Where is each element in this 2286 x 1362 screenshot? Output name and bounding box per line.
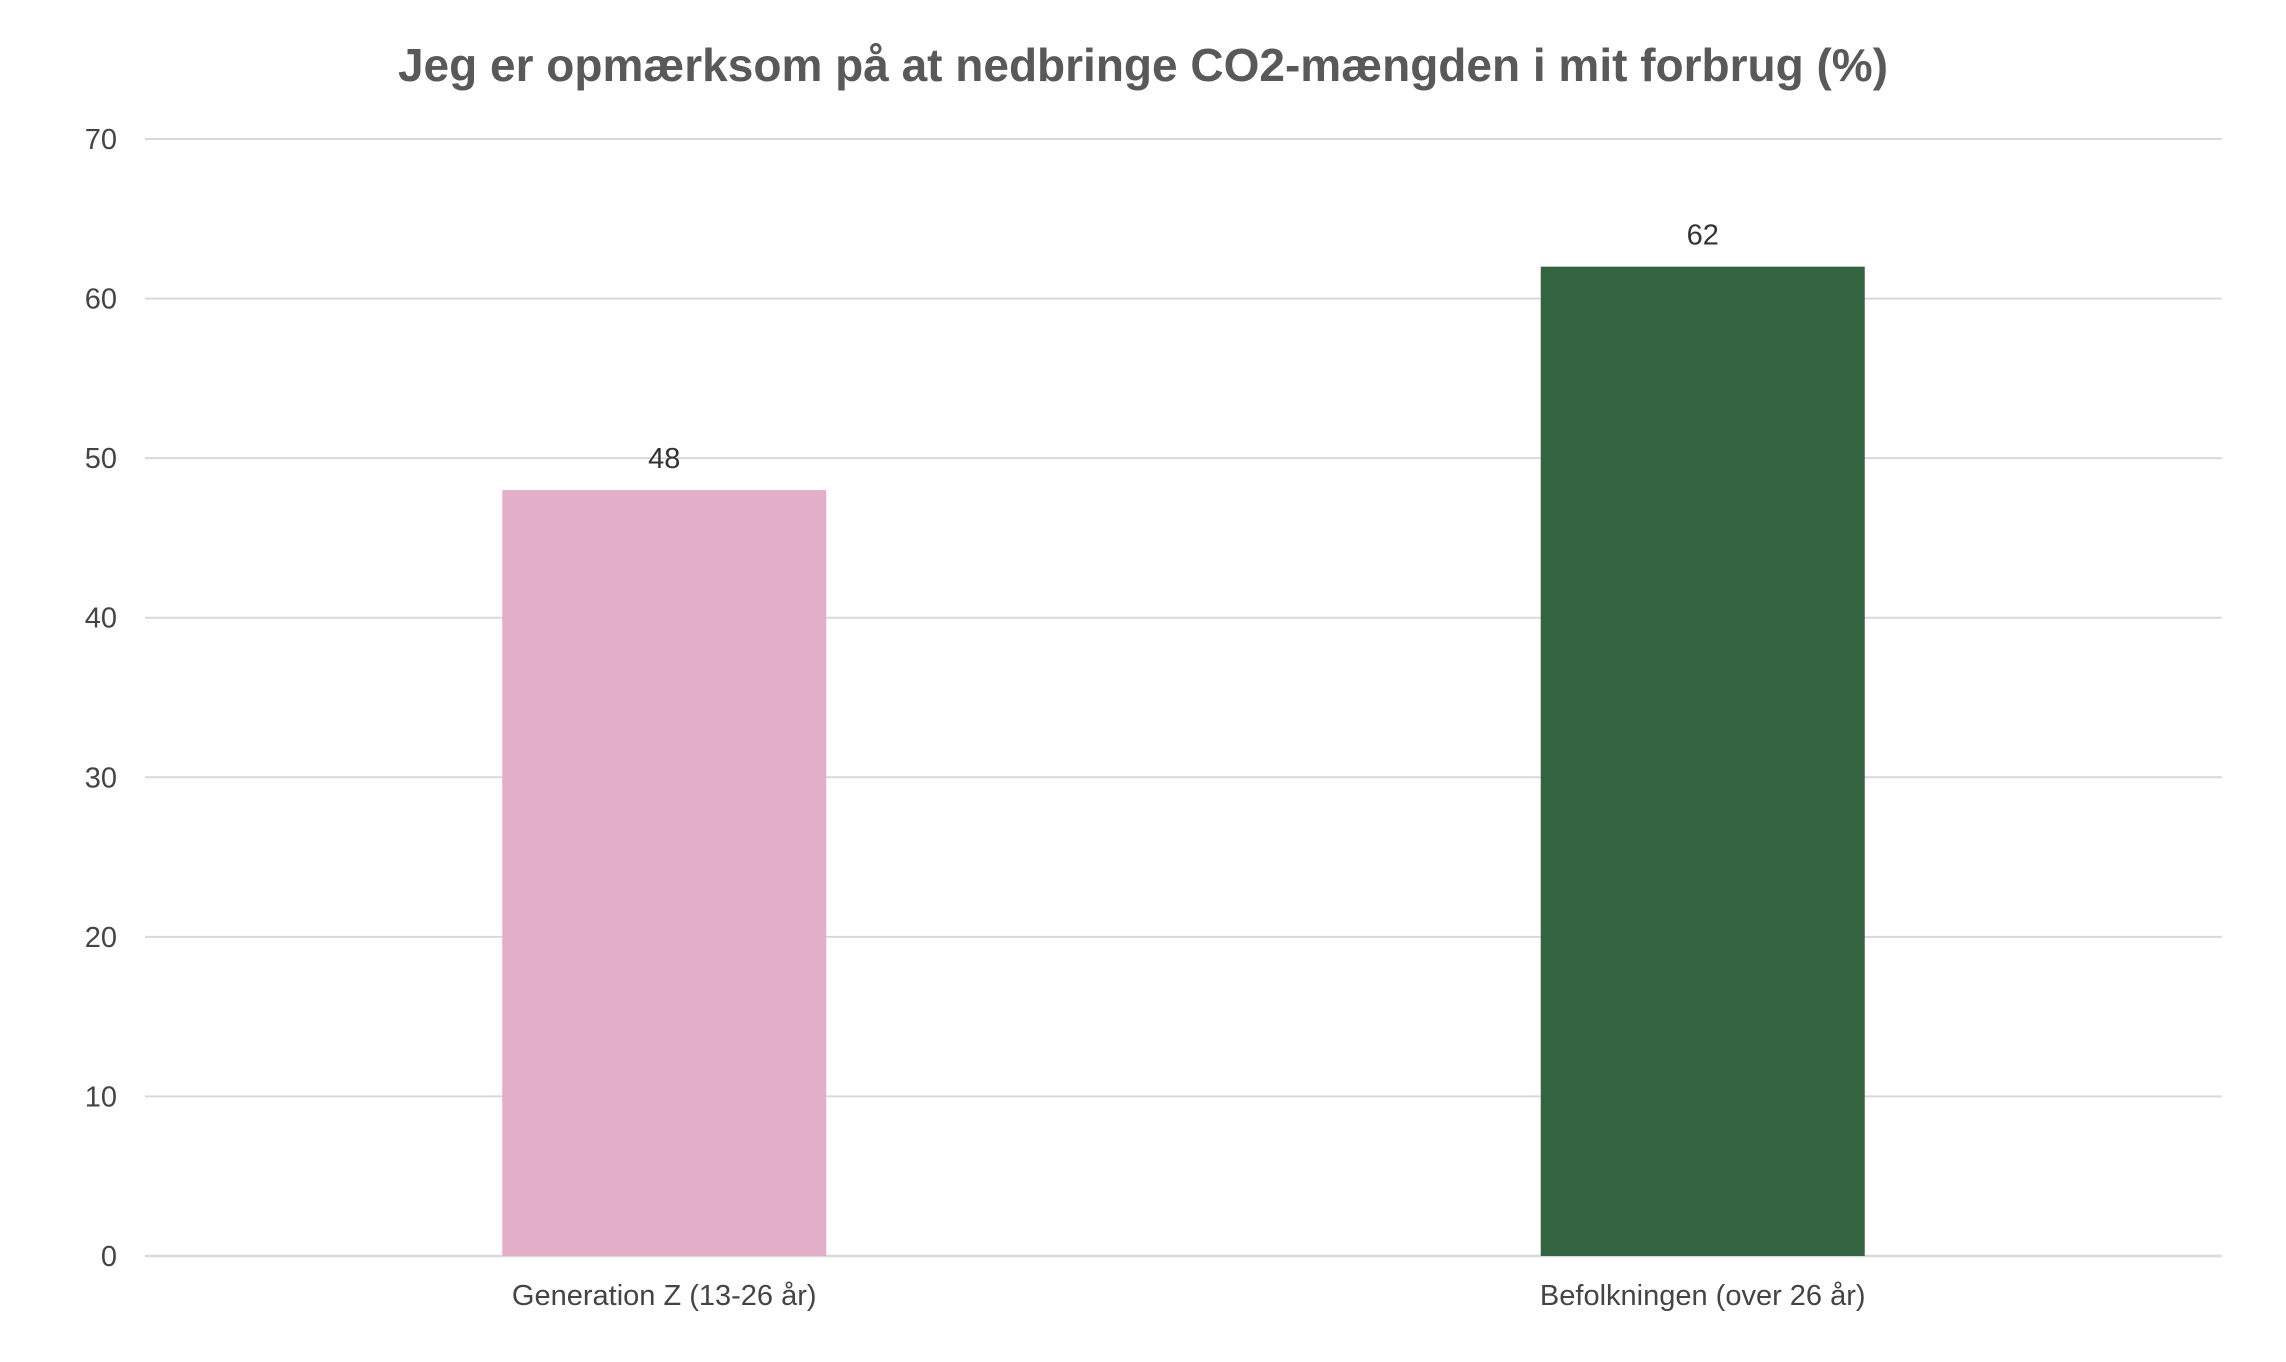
y-axis-ticks: 0 10 20 30 40 50 60 70 xyxy=(85,124,117,1273)
bar xyxy=(1540,266,1865,1257)
y-tick-label: 20 xyxy=(85,922,117,954)
bars xyxy=(502,266,1865,1257)
x-category-label: Generation Z (13-26 år) xyxy=(512,1280,817,1312)
chart-title: Jeg er opmærksom på at nedbringe CO2-mæn… xyxy=(397,39,1889,91)
data-label: 62 xyxy=(1687,220,1719,252)
data-labels: 48 62 xyxy=(648,220,1719,475)
bar xyxy=(502,490,827,1256)
y-tick-label: 10 xyxy=(85,1081,117,1113)
y-tick-label: 70 xyxy=(85,124,117,156)
x-axis-categories: Generation Z (13-26 år) Befolkningen (ove… xyxy=(512,1280,1866,1312)
data-label: 48 xyxy=(648,443,680,475)
y-tick-label: 0 xyxy=(101,1241,117,1273)
y-tick-label: 40 xyxy=(85,603,117,635)
x-category-label: Befolkningen (over 26 år) xyxy=(1540,1280,1866,1312)
y-tick-label: 50 xyxy=(85,443,117,475)
y-tick-label: 60 xyxy=(85,284,117,316)
y-tick-label: 30 xyxy=(85,762,117,794)
gridlines xyxy=(145,138,2222,1258)
